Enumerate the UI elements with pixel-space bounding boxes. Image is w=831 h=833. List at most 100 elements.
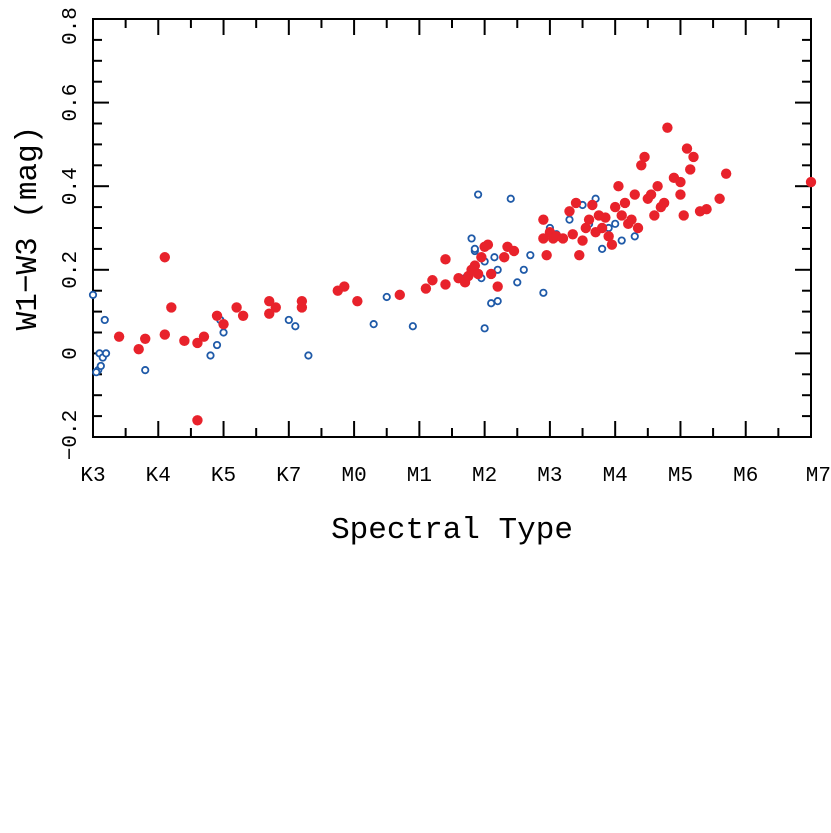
- filled-circle-point: [159, 252, 170, 263]
- y-tick-label: 0: [60, 347, 83, 360]
- filled-circle-point: [609, 201, 621, 213]
- open-circle-point: [487, 299, 496, 308]
- filled-circle-point: [538, 214, 549, 225]
- open-circle-point: [539, 288, 548, 297]
- filled-circle-point: [211, 310, 223, 321]
- filled-circle-point: [296, 302, 308, 313]
- filled-circle-point: [499, 252, 510, 263]
- filled-circle-point: [688, 151, 699, 163]
- x-axis-label: Spectral Type: [331, 513, 573, 548]
- open-circle-point: [474, 190, 483, 199]
- x-tick-label: M4: [603, 465, 628, 488]
- filled-circle-point: [264, 295, 275, 307]
- y-axis-ticks: −0.2 0 0.2 0.4 0.6 0.8: [60, 7, 811, 460]
- filled-circle-point: [616, 210, 627, 221]
- y-tick-label: 0.8: [60, 7, 83, 45]
- open-circle-point: [408, 322, 417, 331]
- filled-circle-point: [720, 168, 732, 179]
- x-tick-label: M0: [341, 465, 366, 488]
- filled-circle-point: [613, 181, 624, 192]
- open-circle-point: [513, 278, 522, 287]
- filled-circle-point: [577, 235, 588, 246]
- open-circle-point: [291, 322, 300, 331]
- open-circle-point: [630, 232, 639, 241]
- filled-circle-point: [237, 310, 249, 321]
- y-tick-label: 0.2: [60, 251, 83, 289]
- filled-circle-point: [567, 229, 578, 240]
- open-circle-point: [598, 244, 607, 253]
- filled-circle-point: [603, 231, 614, 242]
- open-circle-point: [506, 194, 515, 203]
- filled-circle-point: [541, 249, 552, 261]
- filled-circle-point: [159, 329, 170, 340]
- filled-circle-point: [681, 143, 693, 154]
- open-circle-point: [212, 340, 222, 350]
- filled-circle-point: [639, 151, 650, 163]
- open-circle-point: [88, 290, 98, 299]
- filled-circle-point: [675, 176, 686, 188]
- filled-circle-point: [574, 249, 585, 261]
- open-circle-point: [382, 292, 391, 302]
- filled-circle-point: [645, 189, 657, 200]
- x-tick-label: M3: [537, 465, 562, 488]
- filled-circle-point: [394, 289, 405, 301]
- filled-circle-point: [805, 176, 817, 188]
- open-circle-point: [490, 253, 499, 262]
- filled-circle-point: [570, 197, 582, 209]
- x-tick-label: M2: [472, 465, 497, 488]
- filled-circle-point: [675, 189, 686, 200]
- filled-circle-point: [629, 189, 640, 200]
- plot-frame: [92, 18, 812, 438]
- filled-circle-point: [179, 335, 190, 347]
- open-circle-point: [493, 265, 502, 274]
- filled-circle-point: [649, 210, 660, 221]
- filled-circle-point: [636, 160, 647, 171]
- filled-circle-point: [218, 318, 229, 330]
- filled-circle-point: [420, 283, 432, 294]
- open-circle-point: [526, 251, 535, 260]
- open-circle-point: [617, 236, 626, 245]
- open-circle-point: [141, 366, 150, 375]
- open-circle-point: [304, 351, 313, 360]
- open-circle-point: [565, 215, 574, 224]
- y-tick-label: 0.6: [60, 84, 83, 122]
- filled-circle-point: [339, 281, 350, 292]
- filled-circle-point: [596, 222, 608, 234]
- y-tick-label: −0.2: [60, 410, 83, 460]
- open-circle-point: [100, 315, 109, 325]
- open-circle-point: [493, 297, 502, 306]
- filled-circle-point: [492, 281, 503, 292]
- x-axis-ticks: K3 K4 K5 K7 M0 M1 M2 M3 M4 M5 M6 M7: [80, 19, 831, 488]
- open-circle-point: [611, 219, 620, 228]
- filled-circle-point: [113, 331, 125, 342]
- filled-circle-point: [632, 222, 644, 234]
- filled-circle-point: [440, 279, 451, 290]
- filled-circle-point: [557, 233, 569, 244]
- filled-circle-point: [701, 203, 712, 215]
- x-tick-label: K3: [80, 465, 105, 488]
- filled-circle-point: [482, 239, 494, 250]
- filled-circle-point: [270, 302, 281, 313]
- x-tick-label: K7: [276, 465, 301, 488]
- filled-circle-point: [619, 197, 631, 209]
- data-points: [88, 122, 817, 426]
- filled-circle-point: [678, 210, 689, 221]
- filled-circle-point: [440, 254, 451, 265]
- open-circle-point: [206, 351, 215, 360]
- filled-circle-point: [476, 252, 487, 263]
- filled-circle-point: [140, 333, 151, 344]
- filled-circle-point: [231, 302, 242, 313]
- filled-circle-point: [662, 122, 673, 133]
- x-tick-label: M7: [806, 465, 831, 488]
- filled-circle-point: [166, 302, 177, 313]
- filled-circle-point: [508, 245, 520, 257]
- filled-circle-point: [626, 214, 637, 225]
- x-tick-label: K4: [146, 465, 171, 488]
- filled-circle-point: [264, 308, 275, 319]
- filled-circle-point: [583, 214, 595, 225]
- open-circle-point: [467, 234, 476, 243]
- open-circle-point: [92, 368, 101, 377]
- open-circle-point: [284, 315, 293, 325]
- filled-circle-point: [658, 197, 670, 209]
